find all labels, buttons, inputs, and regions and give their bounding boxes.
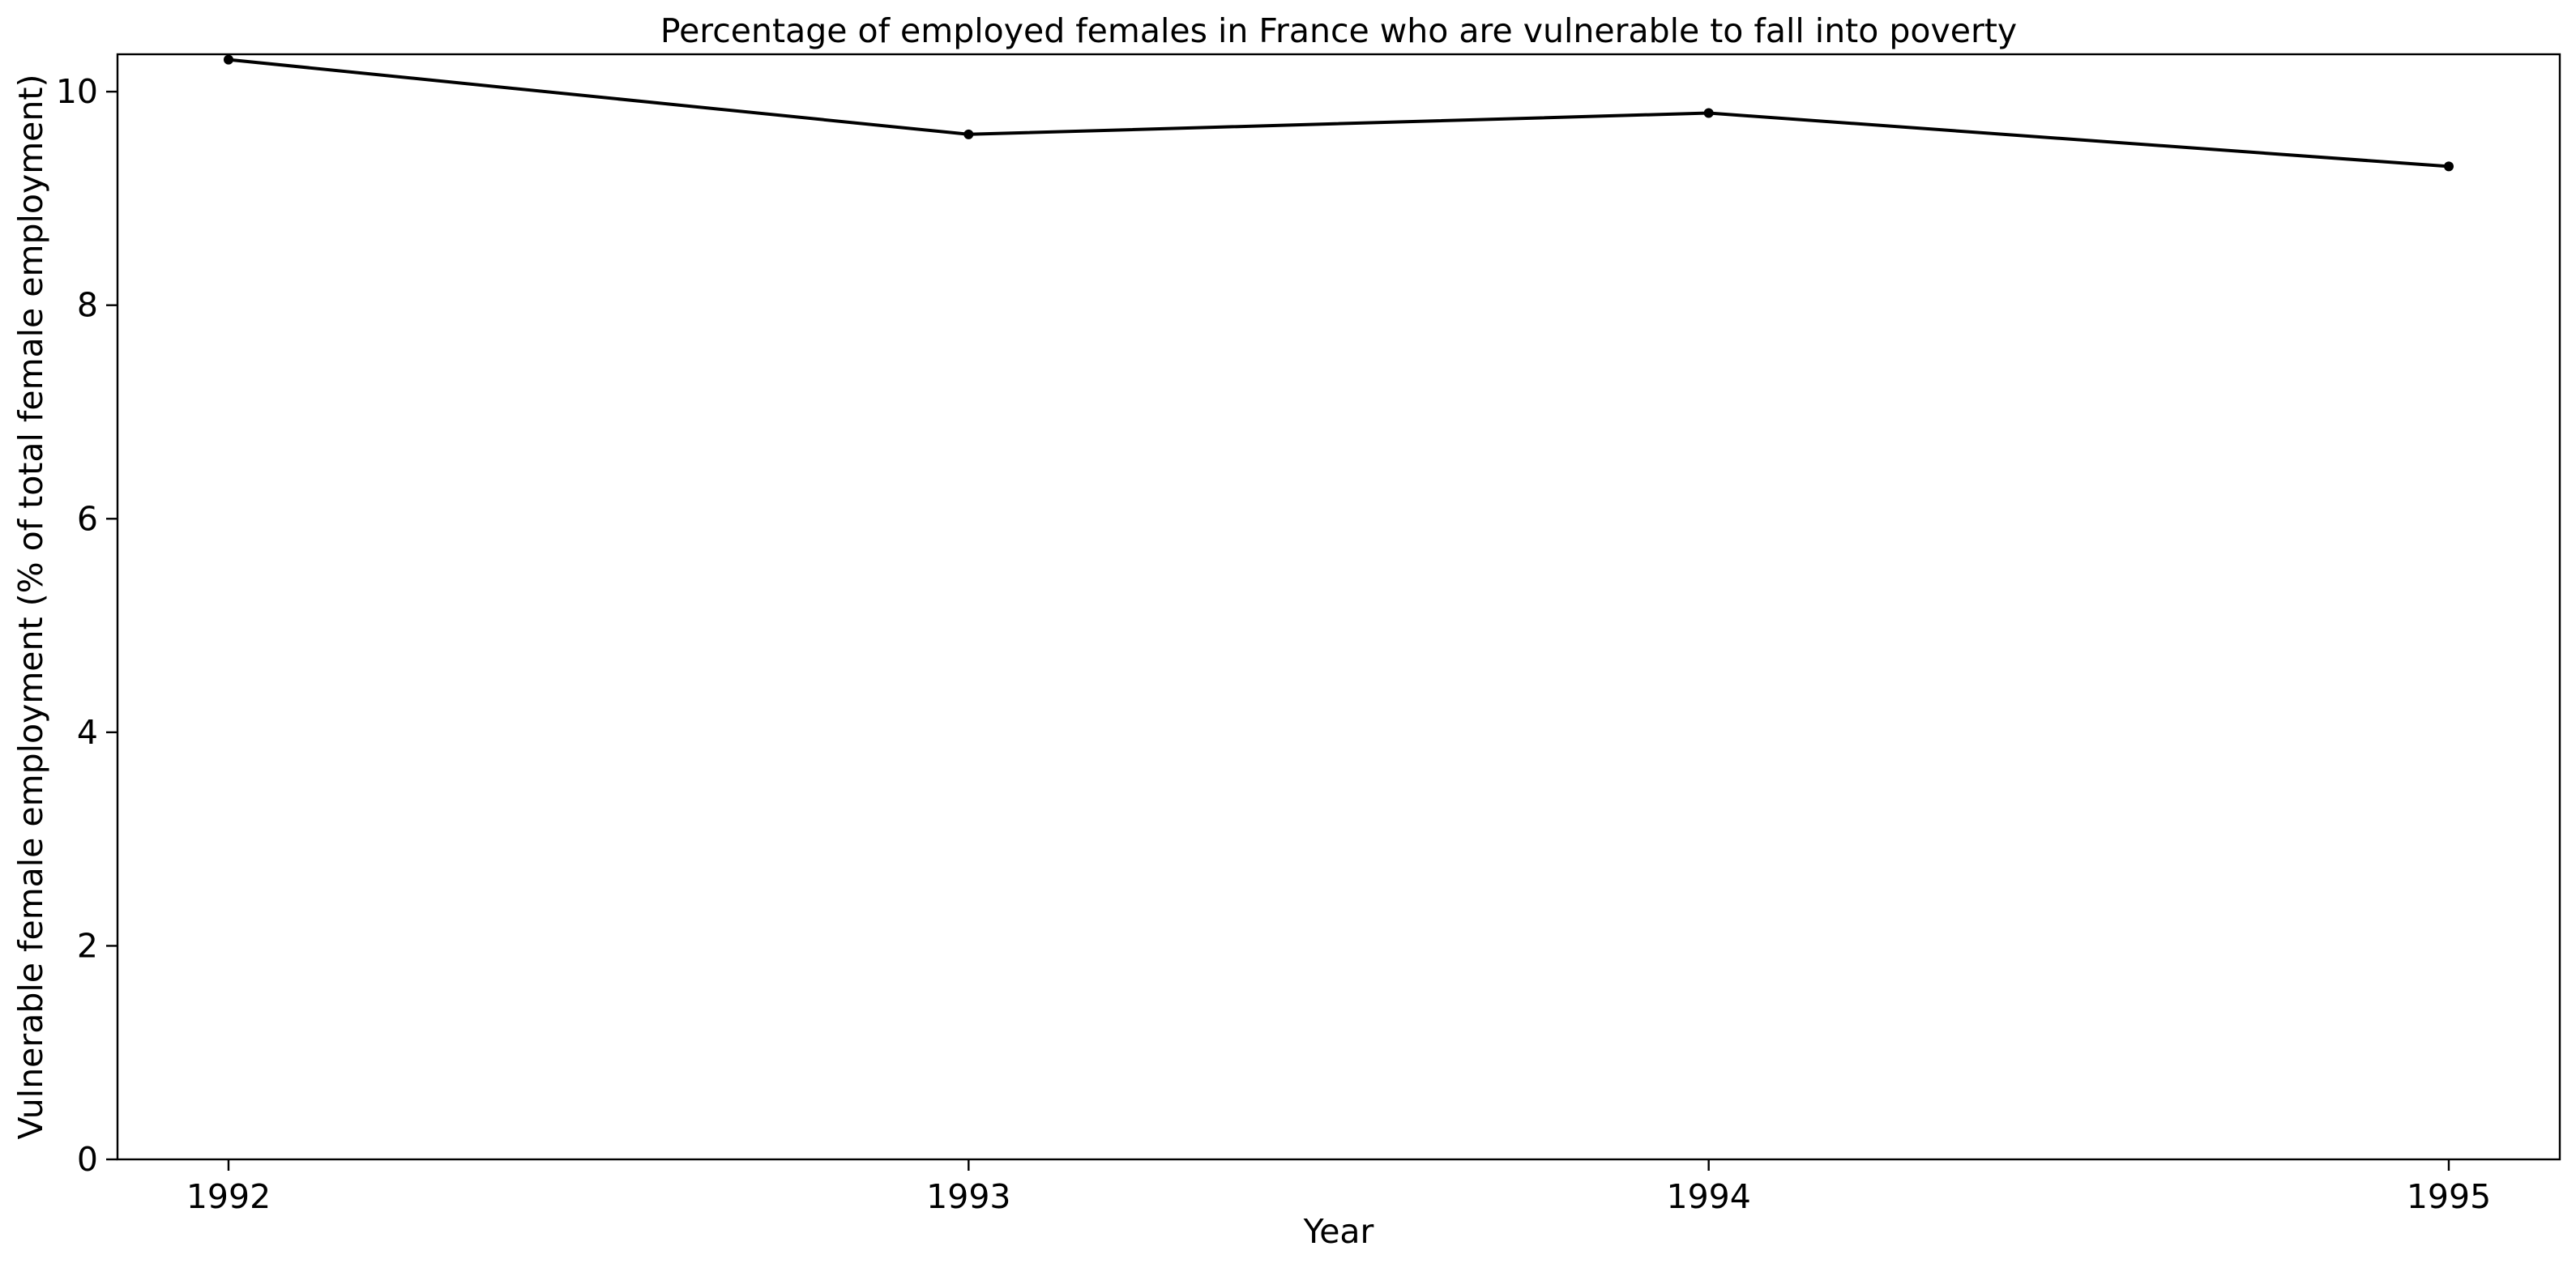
- y-tick-label: 6: [77, 499, 98, 538]
- series-line: [228, 58, 2450, 169]
- x-axis-ticks: 1992 1993 1994 1995: [186, 1159, 2491, 1216]
- y-axis-ticks: 0 2 4 6 8 10: [56, 72, 117, 1179]
- y-tick-label: 4: [77, 713, 98, 752]
- y-tick-label: 2: [77, 926, 98, 965]
- series-layer: [224, 54, 2454, 172]
- data-point: [963, 129, 974, 139]
- y-tick-label: 10: [56, 72, 98, 111]
- data-point: [224, 54, 233, 65]
- data-point: [1703, 108, 1714, 118]
- y-tick-label: 8: [77, 286, 98, 325]
- y-axis-label: Vulnerable female employment (% of total…: [11, 75, 50, 1140]
- x-tick-label: 1994: [1666, 1177, 1750, 1216]
- chart-title: Percentage of employed females in France…: [660, 11, 2017, 50]
- x-axis-label: Year: [1303, 1212, 1374, 1251]
- x-tick-label: 1993: [926, 1177, 1010, 1216]
- x-tick-label: 1995: [2407, 1177, 2491, 1216]
- x-tick-label: 1992: [186, 1177, 271, 1216]
- plot-area-frame: [116, 53, 2561, 1161]
- data-point: [2444, 161, 2454, 172]
- y-tick-label: 0: [77, 1140, 98, 1179]
